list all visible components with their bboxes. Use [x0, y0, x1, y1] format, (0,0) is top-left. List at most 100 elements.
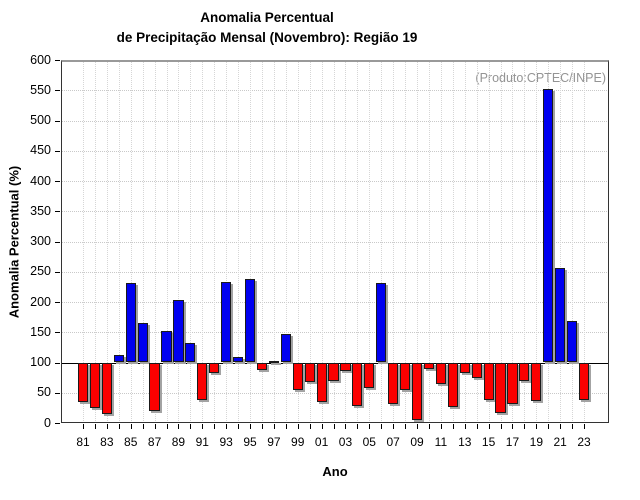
x-tick-90: [190, 424, 192, 429]
y-tick-label-250: 250: [30, 264, 51, 279]
bar-84: [113, 355, 124, 363]
x-tick-label-03: 03: [338, 435, 353, 449]
x-tick-86: [142, 424, 144, 429]
bar-22: [567, 321, 578, 363]
x-tick-label-05: 05: [362, 435, 376, 449]
bar-13: [459, 362, 470, 374]
x-tick-label-15: 15: [481, 435, 496, 449]
x-tick-00: [309, 424, 311, 429]
y-gridline-200: [61, 302, 609, 303]
x-tick-18: [524, 424, 526, 429]
bar-20: [543, 89, 554, 363]
x-gridline-89: [178, 60, 180, 423]
chart-title-line2: de Precipitação Mensal (Novembro): Regiã…: [116, 30, 418, 45]
x-tick-20: [548, 424, 550, 429]
y-gridline-250: [61, 271, 609, 273]
x-tick-21: [560, 424, 562, 429]
x-gridline-98: [285, 60, 287, 423]
x-gridline-94: [238, 60, 240, 423]
y-tick-0: [55, 423, 60, 424]
y-tick-300: [55, 241, 60, 243]
y-gridline-150: [61, 332, 609, 334]
x-tick-23: [584, 424, 586, 429]
bar-12: [447, 362, 458, 408]
x-tick-label-01: 01: [314, 435, 329, 449]
x-tick-07: [393, 424, 395, 429]
x-gridline-13: [464, 60, 466, 423]
plot-area: [61, 60, 609, 423]
x-gridline-07: [393, 60, 395, 423]
bar-99: [292, 362, 303, 390]
bar-91: [197, 362, 208, 400]
x-tick-84: [118, 424, 120, 429]
x-tick-14: [476, 424, 478, 429]
y-tick-500: [55, 120, 60, 122]
x-tick-03: [345, 424, 347, 429]
bar-82: [89, 362, 101, 409]
x-gridline-90: [190, 60, 192, 423]
y-tick-label-150: 150: [30, 324, 51, 339]
y-gridline-400: [61, 181, 609, 182]
y-tick-150: [55, 332, 60, 334]
x-gridline-00: [309, 60, 311, 423]
x-tick-label-13: 13: [458, 435, 472, 449]
bar-04: [352, 362, 363, 407]
bar-15: [483, 362, 494, 400]
bar-14: [471, 362, 482, 379]
bar-87: [149, 362, 160, 411]
bar-92: [209, 362, 220, 374]
x-gridline-83: [106, 60, 108, 423]
bar-98: [280, 334, 291, 363]
x-tick-label-07: 07: [386, 435, 400, 449]
x-tick-15: [488, 424, 490, 429]
bar-23: [578, 362, 590, 400]
x-gridline-88: [166, 60, 168, 423]
x-tick-label-83: 83: [100, 435, 114, 449]
x-tick-01: [321, 424, 323, 429]
x-tick-85: [130, 424, 132, 429]
x-tick-label-11: 11: [434, 435, 448, 449]
x-gridline-19: [536, 60, 538, 423]
x-gridline-09: [417, 60, 419, 423]
x-tick-label-19: 19: [529, 435, 543, 449]
y-tick-250: [55, 271, 60, 273]
x-tick-91: [202, 424, 204, 429]
x-tick-04: [357, 424, 359, 429]
y-tick-label-50: 50: [37, 385, 51, 400]
x-axis-title: Ano: [322, 464, 348, 479]
y-tick-100: [55, 362, 60, 364]
x-tick-label-93: 93: [219, 435, 233, 449]
y-tick-label-400: 400: [30, 173, 51, 188]
x-gridline-99: [297, 60, 299, 423]
y-tick-label-500: 500: [30, 113, 51, 127]
x-tick-label-21: 21: [553, 435, 567, 449]
y-tick-label-550: 550: [30, 82, 51, 97]
bar-89: [173, 300, 184, 363]
y-tick-label-350: 350: [30, 203, 51, 218]
x-tick-13: [464, 424, 466, 429]
x-tick-98: [285, 424, 287, 429]
bar-06: [376, 283, 387, 363]
y-tick-550: [55, 90, 60, 92]
y-gridline-550: [61, 90, 609, 92]
x-tick-95: [250, 424, 252, 429]
x-tick-82: [94, 424, 96, 429]
bar-86: [137, 323, 148, 363]
x-gridline-22: [572, 60, 574, 423]
x-tick-12: [452, 424, 454, 429]
bar-94: [232, 357, 244, 363]
x-gridline-02: [333, 60, 335, 423]
x-tick-19: [536, 424, 538, 429]
bar-19: [531, 362, 542, 401]
y-tick-label-600: 600: [30, 52, 51, 67]
chart-title: Anomalia Percentual de Precipitação Mens…: [0, 8, 534, 48]
bar-93: [221, 282, 232, 363]
bar-21: [555, 267, 566, 363]
y-gridline-500: [61, 120, 609, 122]
y-tick-label-200: 200: [30, 294, 51, 309]
x-gridline-95: [250, 60, 252, 423]
y-tick-350: [55, 211, 60, 213]
x-tick-05: [369, 424, 371, 429]
x-gridline-01: [321, 60, 323, 423]
